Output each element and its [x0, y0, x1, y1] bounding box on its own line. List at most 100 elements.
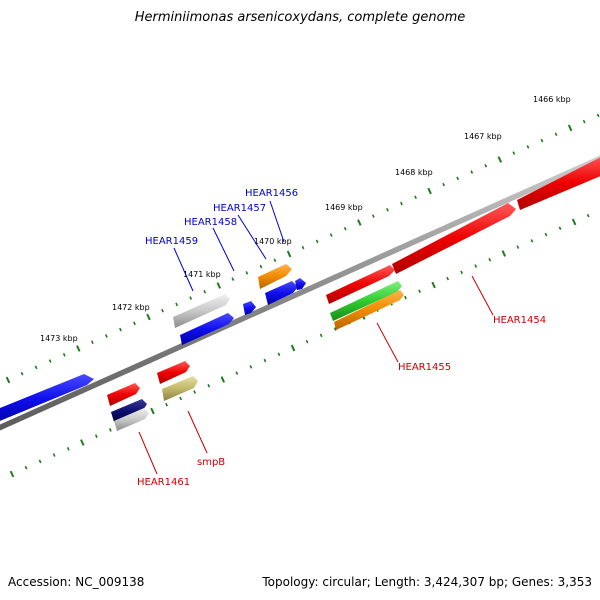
- tick-mark: [586, 213, 590, 218]
- tick-mark: [76, 345, 81, 352]
- tick-labels: 1466 kbp 1467 kbp 1468 kbp 1469 kbp 1470…: [40, 95, 571, 343]
- tick-mark: [554, 132, 558, 137]
- tick-mark: [108, 428, 112, 432]
- tick-mark: [273, 258, 277, 263]
- tick-mark: [207, 383, 211, 388]
- label-hear1459[interactable]: HEAR1459: [145, 236, 198, 247]
- gene-arrow-green[interactable]: [330, 281, 402, 321]
- tick-mark: [48, 359, 52, 363]
- tick-mark: [333, 327, 337, 331]
- tick-mark: [277, 352, 281, 357]
- tick-mark: [301, 245, 305, 250]
- tick-mark: [431, 281, 436, 289]
- gene-arrow-blue-left[interactable]: [0, 374, 94, 423]
- tick-mark: [442, 182, 446, 187]
- tick-mark: [596, 113, 600, 118]
- gene-arrow-smpb[interactable]: [162, 376, 198, 401]
- tick-mark: [400, 201, 403, 206]
- tick-mark: [544, 232, 548, 237]
- tick-mark: [34, 365, 38, 370]
- gene-arrow-red-small-b[interactable]: [157, 361, 190, 384]
- tick-mark: [38, 459, 42, 464]
- tick-mark: [62, 352, 66, 357]
- label-hear1458[interactable]: HEAR1458: [184, 217, 237, 228]
- gene-arrow-red-right[interactable]: [517, 155, 600, 210]
- tick-mark: [5, 376, 11, 384]
- tick-mark: [497, 156, 503, 163]
- gene-arrow-silver-small[interactable]: [114, 408, 149, 431]
- tick-marks-outer: [5, 113, 600, 384]
- tick-mark: [371, 214, 375, 218]
- tick-mark: [235, 371, 239, 375]
- tick-label-1469: 1469 kbp: [325, 203, 363, 212]
- tick-mark: [290, 344, 296, 352]
- gene-arrow-hear1457[interactable]: [265, 281, 298, 305]
- label-smpb[interactable]: smpB: [197, 457, 225, 468]
- tick-mark: [119, 327, 122, 332]
- tick-marks-inner: [9, 213, 590, 478]
- tick-label-1473: 1473 kbp: [40, 334, 78, 343]
- tick-mark: [9, 470, 15, 478]
- tick-mark: [343, 226, 347, 231]
- tick-mark: [404, 295, 407, 300]
- gene-arrow-orange-lower[interactable]: [334, 290, 404, 330]
- tick-mark: [474, 264, 478, 268]
- callouts-forward: HEAR1459 HEAR1458 HEAR1457 HEAR1456: [145, 188, 298, 292]
- tick-mark: [249, 365, 253, 369]
- gene-arrow-hear1456[interactable]: [258, 264, 292, 289]
- map-title: Herminiimonas arsenicoxydans, complete g…: [134, 10, 466, 25]
- forward-strand-features: [0, 155, 600, 423]
- gene-arrow-blue-a[interactable]: [180, 313, 234, 345]
- tick-mark: [357, 219, 362, 226]
- tick-label-1467: 1467 kbp: [464, 132, 502, 141]
- tick-mark: [94, 434, 98, 439]
- tick-mark: [165, 402, 168, 407]
- tick-mark: [216, 282, 222, 289]
- gene-arrow-hear1459[interactable]: [173, 294, 230, 328]
- label-hear1461[interactable]: HEAR1461: [137, 477, 190, 488]
- tick-mark: [80, 439, 85, 446]
- tick-mark: [427, 187, 432, 195]
- tick-label-1468: 1468 kbp: [395, 168, 433, 177]
- accession-text: Accession: NC_009138: [8, 575, 145, 589]
- tick-label-1466: 1466 kbp: [533, 95, 571, 104]
- tick-mark: [245, 271, 249, 275]
- tick-mark: [263, 358, 267, 363]
- tick-mark: [90, 340, 94, 345]
- callouts-reverse: HEAR1461 smpB HEAR1455 HEAR1454: [137, 275, 546, 488]
- tick-mark: [104, 334, 108, 338]
- tick-label-1470: 1470 kbp: [254, 237, 292, 246]
- tick-mark: [470, 170, 474, 174]
- label-hear1454[interactable]: HEAR1454: [493, 315, 546, 326]
- gene-arrow-hear1454[interactable]: [392, 203, 516, 274]
- tick-label-1472: 1472 kbp: [112, 303, 150, 312]
- tick-mark: [175, 302, 179, 307]
- reverse-strand-features: [107, 281, 404, 431]
- tick-mark: [319, 333, 323, 338]
- genome-backbone: [0, 155, 600, 431]
- label-hear1457[interactable]: HEAR1457: [213, 203, 266, 214]
- gene-arrow-hear1458[interactable]: [243, 301, 256, 315]
- gene-arrow-blue-small[interactable]: [295, 278, 306, 290]
- tick-label-1471: 1471 kbp: [183, 270, 221, 279]
- gene-arrow-red-small-a[interactable]: [107, 383, 140, 406]
- tick-mark: [488, 257, 492, 262]
- tick-mark: [530, 239, 534, 243]
- tick-mark: [66, 446, 70, 451]
- tick-mark: [161, 308, 164, 313]
- tick-mark: [582, 119, 586, 124]
- tick-mark: [446, 276, 450, 281]
- tick-mark: [516, 245, 520, 249]
- tick-mark: [386, 208, 389, 212]
- gene-arrow-hear1455-a[interactable]: [326, 265, 395, 304]
- tick-mark: [540, 138, 544, 143]
- label-hear1455[interactable]: HEAR1455: [398, 362, 451, 373]
- tick-mark: [315, 239, 319, 244]
- tick-mark: [133, 321, 136, 326]
- tick-mark: [512, 151, 516, 155]
- gene-arrow-hear1461[interactable]: [111, 399, 147, 422]
- label-hear1456[interactable]: HEAR1456: [245, 188, 298, 199]
- tick-mark: [456, 176, 460, 181]
- genome-info-text: Topology: circular; Length: 3,424,307 bp…: [262, 575, 592, 589]
